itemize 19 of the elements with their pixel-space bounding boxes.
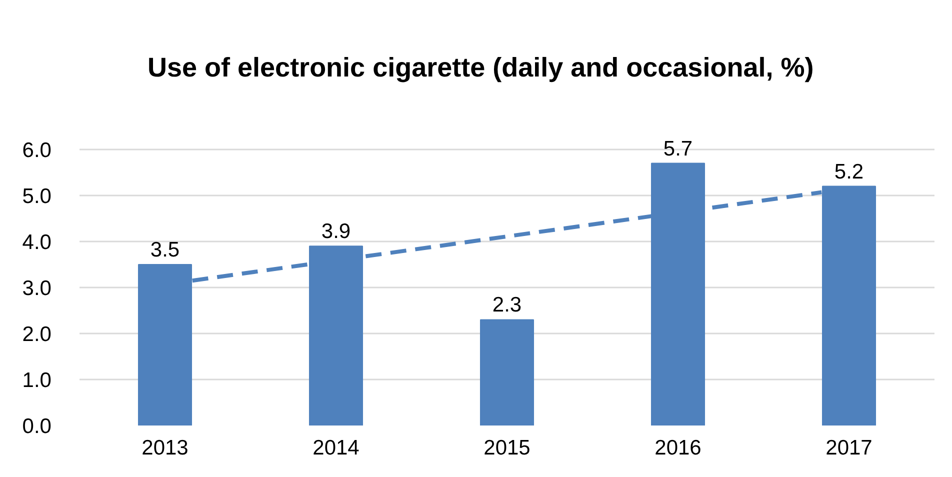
x-tick-label: 2014 xyxy=(312,436,360,460)
y-tick-label: 5.0 xyxy=(22,185,52,208)
data-label: 5.7 xyxy=(663,137,693,160)
y-tick-label: 6.0 xyxy=(22,139,52,162)
y-tick-label: 3.0 xyxy=(22,277,52,300)
y-tick-label: 1.0 xyxy=(22,369,52,392)
x-tick-label: 2016 xyxy=(654,436,702,460)
x-tick-label: 2017 xyxy=(826,436,872,460)
x-tick-label: 2015 xyxy=(484,436,530,460)
y-tick-label: 0.0 xyxy=(22,415,52,438)
data-label: 3.9 xyxy=(321,220,351,244)
chart-title: Use of electronic cigarette (daily and occasional, %) xyxy=(148,52,814,82)
data-label: 3.5 xyxy=(150,238,180,262)
data-label: 5.2 xyxy=(834,160,864,184)
bar xyxy=(480,319,534,426)
data-label: 2.3 xyxy=(492,294,522,317)
x-tick-label: 2013 xyxy=(142,436,188,460)
y-tick-label: 4.0 xyxy=(22,231,52,254)
y-tick-label: 2.0 xyxy=(22,323,52,346)
